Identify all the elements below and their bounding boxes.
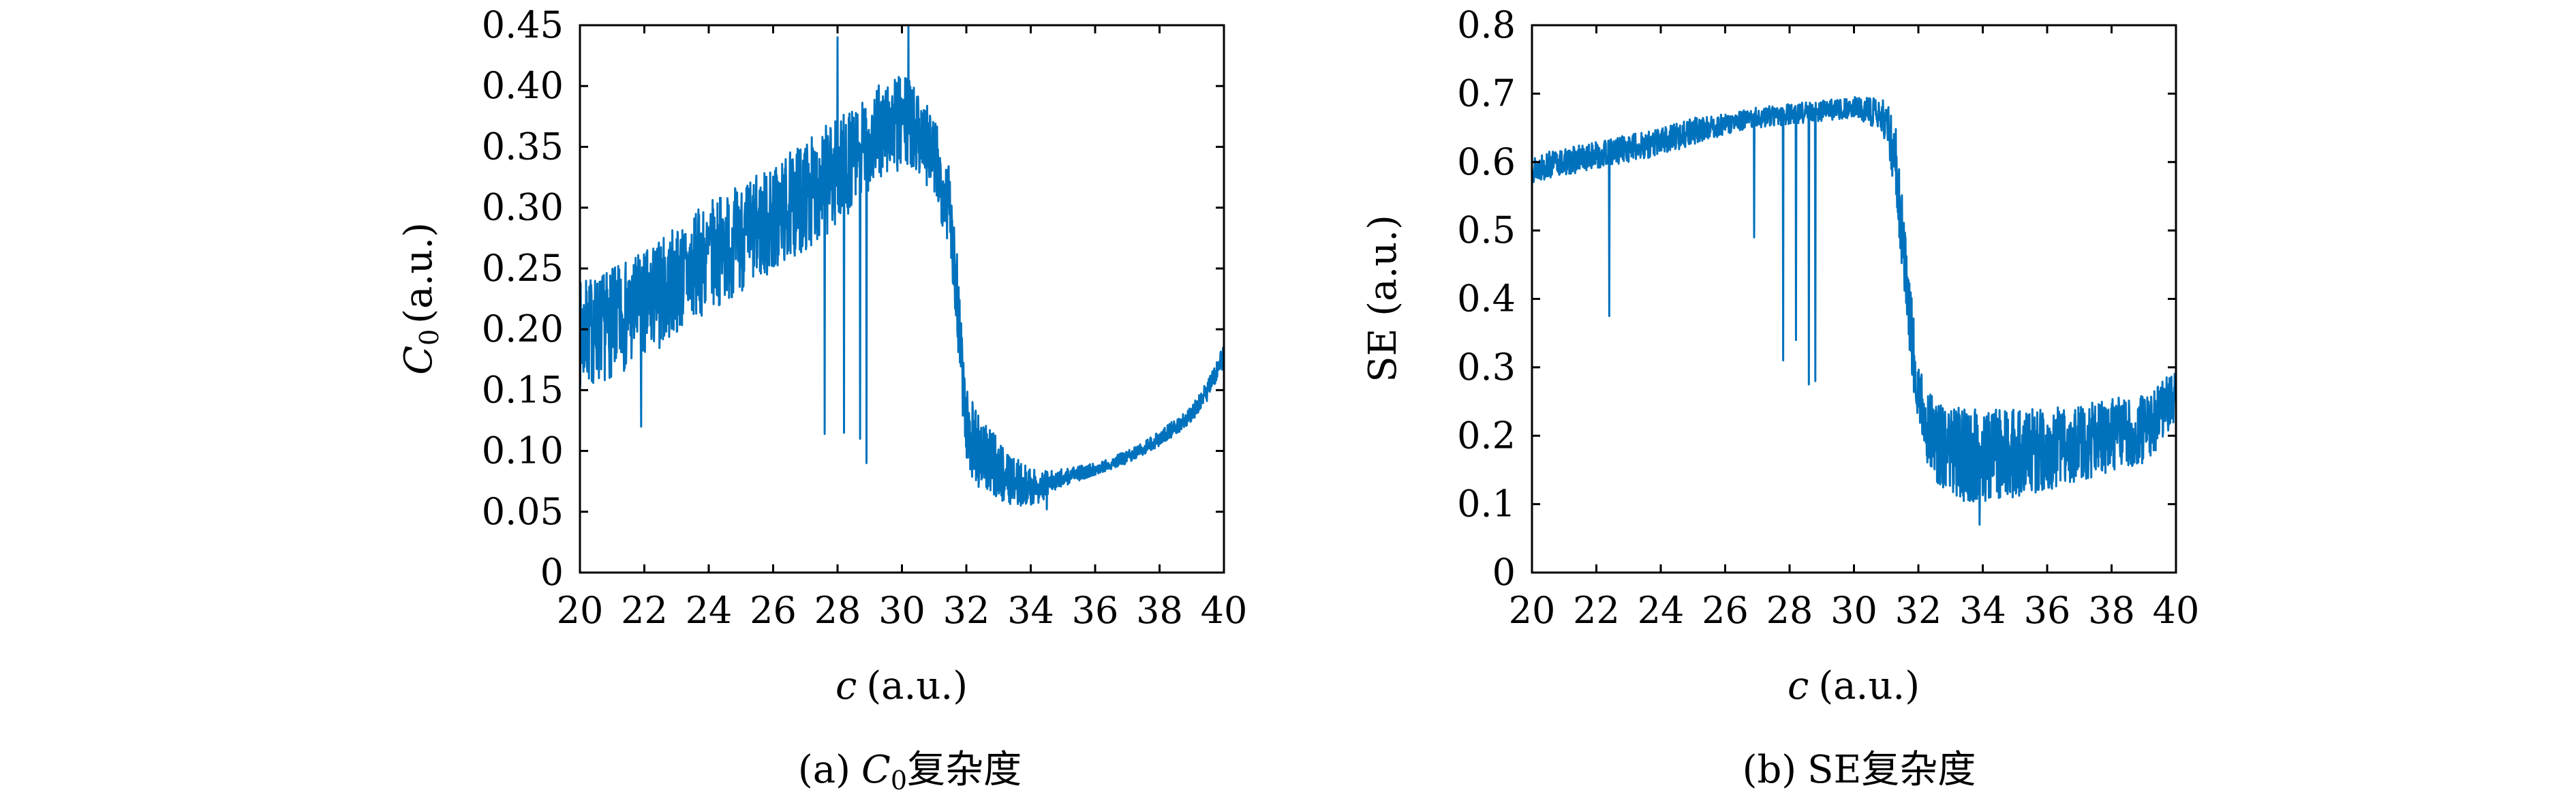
chart-a-ylabel: C0(a.u.) bbox=[397, 222, 444, 375]
chart-a-x-tick-label: 28 bbox=[814, 589, 861, 632]
chart-b-ylabel: SE (a.u.) bbox=[1361, 215, 1405, 382]
chart-panel-a: 20 22 24 26 28 30 32 34 36 38 40 0 0.05 0.10 0.15 0.20… bbox=[397, 3, 1247, 795]
chart-a-y-tick-label: 0.20 bbox=[482, 307, 564, 350]
chart-b-y-tick-label: 0.6 bbox=[1457, 140, 1516, 183]
chart-a-y-tick-label: 0.45 bbox=[482, 3, 564, 46]
chart-a-xlabel: c (a.u.) bbox=[835, 664, 968, 708]
chart-a-x-tick-label: 22 bbox=[621, 589, 668, 632]
chart-b-x-tick-label: 20 bbox=[1509, 589, 1556, 632]
chart-a-x-tick-label: 38 bbox=[1136, 589, 1183, 632]
chart-a-y-tick-label: 0.30 bbox=[482, 186, 564, 229]
chart-b-y-tick-label: 0 bbox=[1492, 551, 1516, 594]
chart-b-y-tick-label: 0.1 bbox=[1457, 483, 1516, 526]
chart-b-y-tick-label: 0.7 bbox=[1457, 72, 1516, 115]
chart-a-y-tick-label: 0.35 bbox=[482, 125, 564, 168]
chart-b-y-tick-label: 0.5 bbox=[1457, 209, 1516, 252]
chart-b-x-tick-label: 24 bbox=[1638, 589, 1685, 632]
chart-b-x-tick-label: 38 bbox=[2088, 589, 2135, 632]
chart-panel-b: 20 22 24 26 28 30 32 34 36 38 40 00.10.20.30.40.50… bbox=[1361, 3, 2199, 792]
chart-b-x-tick-label: 36 bbox=[2024, 589, 2071, 632]
chart-a-series-line bbox=[579, 24, 1225, 511]
chart-b-x-tick-label: 40 bbox=[2153, 589, 2200, 632]
chart-a-y-ticks: 0 0.05 0.10 0.15 0.20 0.25 0.30 0.35 0.40 0.45 bbox=[482, 3, 1224, 594]
chart-a-x-ticks: 20 22 24 26 28 30 32 34 36 38 40 bbox=[557, 25, 1248, 632]
chart-b-caption: (b) SE复杂度 bbox=[1743, 748, 1976, 792]
chart-a-y-tick-label: 0 bbox=[540, 551, 564, 594]
chart-a-x-tick-label: 40 bbox=[1201, 589, 1248, 632]
chart-a-y-tick-label: 0.10 bbox=[482, 429, 564, 472]
chart-a-x-tick-label: 30 bbox=[878, 589, 925, 632]
chart-a-series-group bbox=[579, 24, 1225, 511]
chart-b-x-tick-label: 34 bbox=[1959, 589, 2006, 632]
chart-a-y-tick-label: 0.40 bbox=[482, 64, 564, 107]
chart-b-series-line bbox=[1531, 96, 2177, 526]
chart-b-series-group bbox=[1531, 96, 2177, 526]
chart-a-x-tick-label: 34 bbox=[1007, 589, 1054, 632]
chart-b-y-tick-label: 0.3 bbox=[1457, 346, 1516, 389]
chart-b-y-tick-label: 0.2 bbox=[1457, 414, 1516, 457]
chart-b-x-tick-label: 22 bbox=[1573, 589, 1620, 632]
chart-b-x-ticks: 20 22 24 26 28 30 32 34 36 38 40 bbox=[1509, 25, 2200, 632]
chart-b-xlabel: c (a.u.) bbox=[1788, 664, 1920, 708]
chart-b-y-tick-label: 0.4 bbox=[1457, 277, 1516, 320]
chart-a-y-tick-label: 0.25 bbox=[482, 247, 564, 290]
chart-a-x-tick-label: 24 bbox=[686, 589, 733, 632]
chart-a-caption: (a) C0复杂度 bbox=[798, 748, 1022, 795]
chart-a-y-tick-label: 0.05 bbox=[482, 490, 564, 533]
chart-a-x-tick-label: 26 bbox=[750, 589, 797, 632]
chart-a-x-tick-label: 36 bbox=[1072, 589, 1119, 632]
chart-b-x-tick-label: 32 bbox=[1895, 589, 1942, 632]
chart-a-y-tick-label: 0.15 bbox=[482, 368, 564, 411]
chart-a-x-tick-label: 20 bbox=[557, 589, 604, 632]
chart-b-x-tick-label: 26 bbox=[1702, 589, 1749, 632]
chart-b-x-tick-label: 28 bbox=[1766, 589, 1813, 632]
chart-b-y-ticks: 0 0.1 0.2 0.3 0.4 0.5 0.6 0.7 0.8 bbox=[1457, 3, 2176, 594]
chart-b-y-tick-label: 0.8 bbox=[1457, 3, 1516, 46]
chart-a-x-tick-label: 32 bbox=[943, 589, 990, 632]
chart-b-x-tick-label: 30 bbox=[1830, 589, 1877, 632]
